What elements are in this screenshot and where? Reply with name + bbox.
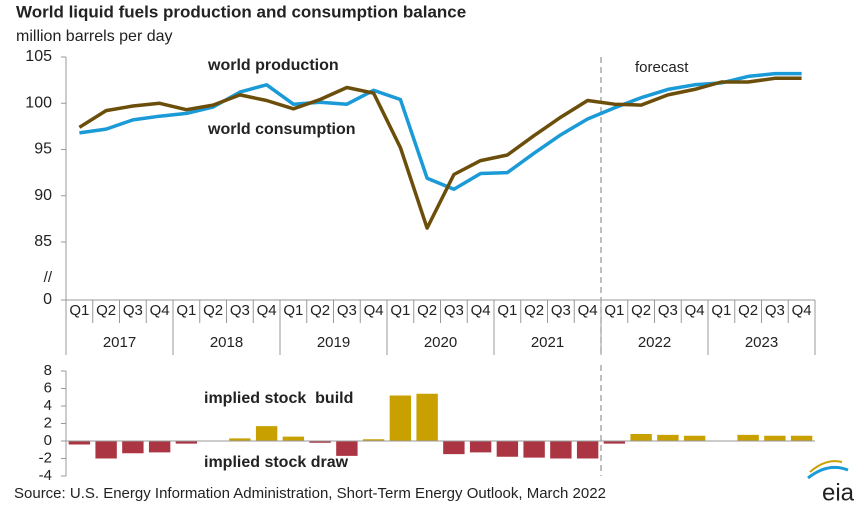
x-tick-label: Q3 bbox=[551, 302, 571, 319]
axis-break: // bbox=[44, 269, 53, 286]
bar bbox=[443, 441, 465, 455]
bar bbox=[336, 441, 358, 456]
y-tick-label: 95 bbox=[34, 141, 52, 158]
forecast-label: forecast bbox=[635, 59, 689, 76]
x-tick-label: Q1 bbox=[283, 302, 303, 319]
x-tick-label: Q1 bbox=[497, 302, 517, 319]
series-line bbox=[78, 76, 802, 230]
x-tick-label: Q4 bbox=[364, 302, 384, 319]
logo-swoosh bbox=[809, 460, 843, 473]
y-tick-label: -2 bbox=[39, 449, 52, 466]
series-label: world production bbox=[207, 57, 339, 74]
series-label: world consumption bbox=[207, 121, 356, 138]
bar bbox=[362, 439, 385, 441]
bar bbox=[576, 441, 599, 459]
y-tick-label: 90 bbox=[34, 187, 52, 204]
bar bbox=[764, 435, 786, 441]
y-tick-label: 85 bbox=[34, 233, 52, 250]
y-tick-label: -4 bbox=[39, 467, 52, 484]
bar bbox=[416, 393, 438, 441]
bar bbox=[175, 441, 198, 444]
x-tick-label: Q4 bbox=[792, 302, 812, 319]
y-tick-label: 0 bbox=[44, 432, 52, 449]
bar bbox=[737, 434, 759, 441]
y-tick-label: 8 bbox=[44, 362, 52, 379]
bar bbox=[148, 441, 171, 453]
y-tick-label: 6 bbox=[44, 379, 52, 396]
bar bbox=[630, 434, 652, 441]
bar bbox=[309, 441, 331, 443]
year-label: 2017 bbox=[103, 334, 136, 351]
year-label: 2018 bbox=[210, 334, 243, 351]
logo-swoosh bbox=[807, 465, 849, 480]
x-tick-label: Q2 bbox=[96, 302, 116, 319]
x-tick-label: Q3 bbox=[337, 302, 357, 319]
x-tick-label: Q2 bbox=[738, 302, 758, 319]
y-tick-label: 2 bbox=[44, 414, 52, 431]
x-tick-label: Q1 bbox=[69, 302, 89, 319]
y-tick-label: 0 bbox=[43, 291, 52, 308]
bar bbox=[657, 434, 679, 441]
bar bbox=[683, 435, 706, 441]
x-tick-label: Q4 bbox=[257, 302, 277, 319]
x-tick-label: Q3 bbox=[123, 302, 143, 319]
year-label: 2019 bbox=[317, 334, 350, 351]
bar bbox=[523, 441, 545, 458]
x-tick-label: Q3 bbox=[444, 302, 464, 319]
bar bbox=[603, 441, 626, 444]
x-tick-label: Q4 bbox=[578, 302, 598, 319]
bar bbox=[68, 441, 91, 445]
bar bbox=[282, 436, 305, 441]
annotation: implied stock draw bbox=[204, 454, 349, 471]
bar bbox=[389, 395, 412, 441]
x-tick-label: Q3 bbox=[658, 302, 678, 319]
x-tick-label: Q3 bbox=[765, 302, 785, 319]
bar bbox=[122, 441, 144, 454]
x-tick-label: Q2 bbox=[310, 302, 330, 319]
annotation: implied stock build bbox=[204, 390, 353, 407]
source-note: Source: U.S. Energy Information Administ… bbox=[14, 485, 606, 502]
x-tick-label: Q3 bbox=[230, 302, 250, 319]
series-line bbox=[79, 71, 802, 192]
y-tick-label: 100 bbox=[25, 94, 52, 111]
x-tick-label: Q1 bbox=[390, 302, 410, 319]
x-tick-label: Q4 bbox=[471, 302, 491, 319]
bar bbox=[496, 441, 519, 457]
logo: eia bbox=[822, 479, 855, 506]
x-tick-label: Q1 bbox=[711, 302, 731, 319]
bar bbox=[95, 441, 117, 459]
y-tick-label: 105 bbox=[25, 48, 52, 65]
x-tick-label: Q2 bbox=[631, 302, 651, 319]
x-tick-label: Q2 bbox=[524, 302, 544, 319]
bar bbox=[229, 438, 251, 441]
chart-subtitle: million barrels per day bbox=[16, 28, 173, 45]
x-tick-label: Q2 bbox=[417, 302, 437, 319]
year-label: 2020 bbox=[424, 334, 457, 351]
x-tick-label: Q4 bbox=[150, 302, 170, 319]
x-tick-label: Q1 bbox=[604, 302, 624, 319]
year-label: 2022 bbox=[638, 334, 671, 351]
x-tick-label: Q4 bbox=[685, 302, 705, 319]
bar bbox=[550, 441, 572, 459]
year-label: 2023 bbox=[745, 334, 778, 351]
chart-title: World liquid fuels production and consum… bbox=[16, 2, 466, 21]
bar bbox=[255, 426, 278, 441]
x-tick-label: Q1 bbox=[176, 302, 196, 319]
bar bbox=[469, 441, 492, 453]
y-tick-label: 4 bbox=[44, 397, 52, 414]
year-label: 2021 bbox=[531, 334, 564, 351]
bar bbox=[790, 435, 813, 441]
x-tick-label: Q2 bbox=[203, 302, 223, 319]
